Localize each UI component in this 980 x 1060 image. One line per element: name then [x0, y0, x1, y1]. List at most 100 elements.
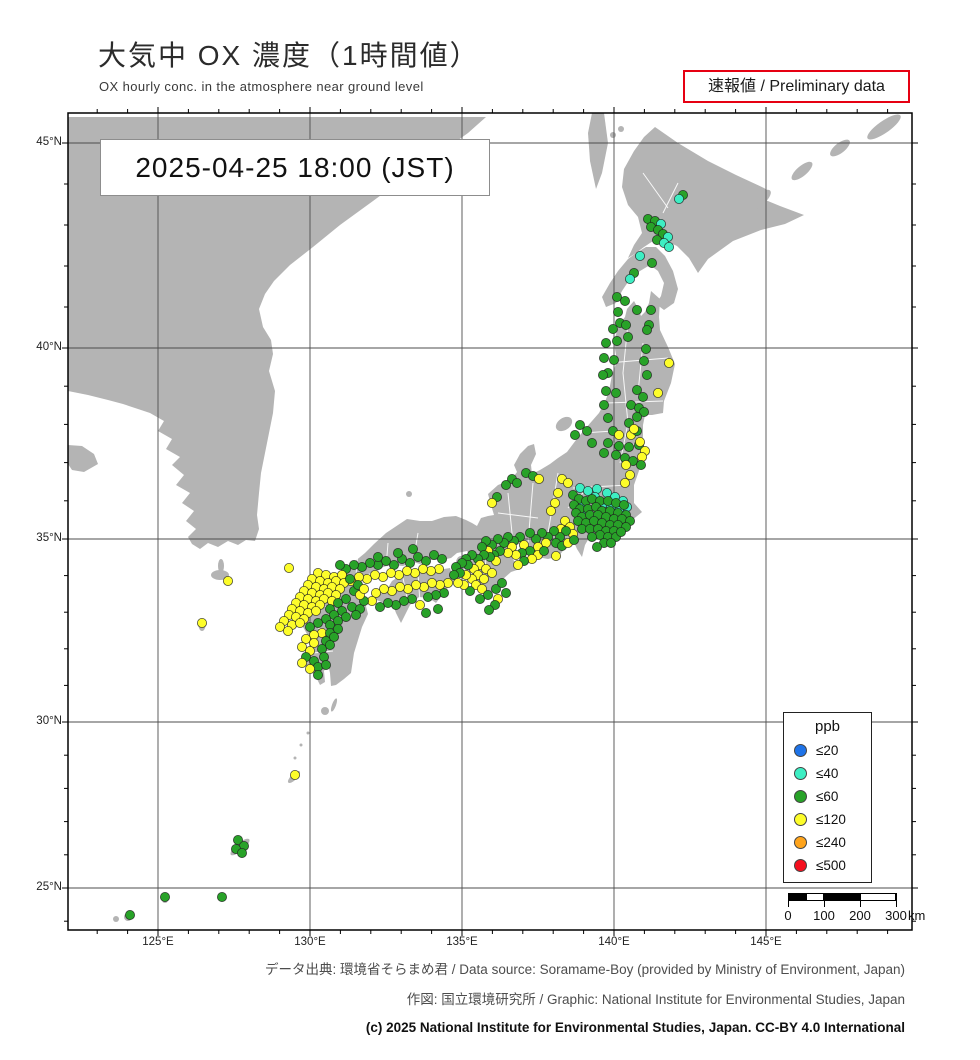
land-kuril-4 — [867, 114, 901, 140]
land-tsushima — [218, 559, 224, 573]
station-dot — [629, 423, 640, 434]
legend-label: ≤120 — [816, 812, 846, 827]
station-dot — [524, 527, 535, 538]
legend-dot-icon — [794, 836, 807, 849]
station-dot — [370, 587, 381, 598]
land-sakhalin — [588, 113, 608, 189]
station-dot — [289, 770, 300, 781]
station-dot — [222, 575, 233, 586]
legend-dot-icon — [794, 790, 807, 803]
timestamp-label: 2025-04-25 18:00 (JST) — [100, 139, 490, 196]
station-dot — [417, 563, 428, 574]
station-dot — [478, 573, 489, 584]
station-dot — [562, 477, 573, 488]
station-dot — [620, 295, 631, 306]
map-canvas: 2025-04-25 18:00 (JST) ppb ≤20 ≤40 ≤60 ≤120… — [60, 105, 925, 938]
station-dot — [625, 469, 636, 480]
legend-title: ppb — [814, 718, 841, 735]
station-dot — [380, 555, 391, 566]
station-dot — [398, 595, 409, 606]
station-dot — [601, 337, 612, 348]
map-svg — [62, 107, 918, 936]
legend-row: ≤40 — [794, 762, 871, 785]
station-dot — [312, 617, 323, 628]
station-dot — [598, 369, 609, 380]
station-dot — [348, 559, 359, 570]
scale-bar-unit: km — [908, 908, 926, 923]
station-dot — [599, 399, 610, 410]
station-dot — [664, 357, 675, 368]
station-dot — [392, 547, 403, 558]
station-dot — [334, 559, 345, 570]
scale-bar-tick-label: 300 — [885, 908, 907, 923]
scale-bar-tick — [788, 893, 789, 907]
station-dot — [492, 533, 503, 544]
station-dot — [632, 384, 643, 395]
lon-axis-label: 145°E — [750, 936, 782, 948]
legend-dot-icon — [794, 767, 807, 780]
station-dot — [545, 505, 556, 516]
station-dot — [394, 581, 405, 592]
station-dot — [382, 597, 393, 608]
station-dot — [619, 499, 630, 510]
scale-bar-segment — [788, 893, 806, 901]
station-dot — [296, 658, 307, 669]
land-oshima-peninsula — [602, 247, 678, 310]
station-dot — [410, 579, 421, 590]
station-dot — [621, 319, 632, 330]
station-dot — [632, 304, 643, 315]
preliminary-data-badge: 速報値 / Preliminary data — [683, 70, 910, 103]
station-dot — [160, 892, 171, 903]
lat-axis-label: 30°N — [36, 715, 62, 727]
station-dot — [639, 355, 650, 366]
station-dot — [312, 670, 323, 681]
station-dot — [428, 549, 439, 560]
station-dot — [582, 425, 593, 436]
land-kuril-2 — [791, 161, 813, 181]
station-dot — [592, 541, 603, 552]
legend-label: ≤20 — [816, 743, 839, 758]
footer-copyright: (c) 2025 National Institute for Environm… — [365, 1020, 905, 1035]
station-dot — [420, 607, 431, 618]
lon-axis-label: 140°E — [598, 936, 630, 948]
station-dot — [608, 323, 619, 334]
station-dot — [606, 537, 617, 548]
station-dot — [587, 531, 598, 542]
station-dot — [304, 664, 315, 675]
station-dot — [647, 257, 658, 268]
scale-bar-segment — [824, 893, 860, 901]
land-layer — [68, 113, 901, 922]
station-dot — [436, 553, 447, 564]
station-dot — [483, 604, 494, 615]
station-dot — [638, 391, 649, 402]
land-tokara-1 — [306, 731, 310, 735]
station-dot — [512, 559, 523, 570]
station-dot — [636, 459, 647, 470]
station-dot — [474, 593, 485, 604]
station-dot — [635, 250, 646, 261]
footer-data-source: データ出典: 環境省そらまめ君 / Data source: Soramame-… — [265, 962, 905, 977]
station-dot — [490, 583, 501, 594]
station-dot — [300, 634, 311, 645]
station-dot — [611, 449, 622, 460]
lat-axis-label: 45°N — [36, 136, 62, 148]
station-dot — [560, 525, 571, 536]
station-dot — [236, 848, 247, 859]
station-dot — [614, 429, 625, 440]
station-dot — [340, 593, 351, 604]
station-dot — [432, 603, 443, 614]
station-dot — [282, 626, 293, 637]
lon-axis-label: 125°E — [142, 936, 174, 948]
station-dot — [296, 642, 307, 653]
station-dot — [569, 429, 580, 440]
land-shandong — [68, 445, 98, 472]
station-dot — [332, 597, 343, 608]
legend-row: ≤20 — [794, 739, 871, 762]
legend-row: ≤500 — [794, 854, 871, 877]
land-tokara-3 — [293, 756, 297, 760]
station-dot — [482, 589, 493, 600]
station-dot — [614, 440, 625, 451]
station-dot — [364, 557, 375, 568]
station-dot — [486, 567, 497, 578]
